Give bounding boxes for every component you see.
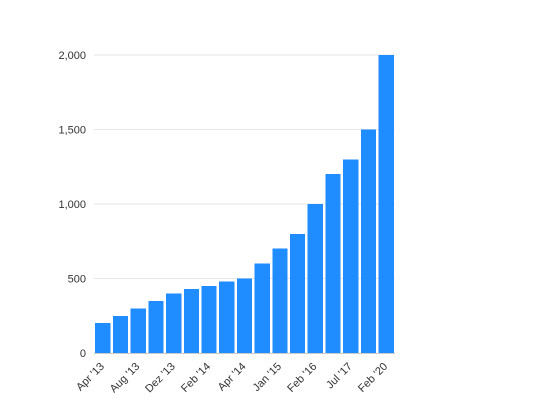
x-tick-label: Apr '14 — [216, 361, 249, 394]
x-axis-tick-labels: Apr '13 Aug '13 Dez '13 Feb '14 Apr '14 Jan '… — [74, 361, 390, 396]
bar — [325, 174, 341, 353]
bar — [183, 288, 199, 353]
x-tick-label: Jul '17 — [324, 361, 355, 392]
x-tick-label: Feb '20 — [356, 361, 390, 395]
x-tick-label: Aug '13 — [108, 361, 143, 396]
x-tick-label: Dez '13 — [143, 361, 178, 396]
bar — [219, 281, 235, 353]
y-tick-label: 1,500 — [58, 125, 86, 137]
bar — [290, 233, 306, 353]
bar — [236, 278, 253, 353]
y-tick-label: 0 — [80, 348, 86, 360]
x-tick-label: Jan '15 — [251, 361, 284, 394]
bar — [166, 293, 182, 353]
bar — [343, 159, 359, 353]
bar — [307, 204, 323, 353]
bar — [148, 300, 164, 353]
x-tick-label: Feb '14 — [179, 361, 213, 395]
y-axis-tick-labels: 0 500 1,000 1,500 2,000 — [58, 50, 86, 360]
x-tick-label: Apr '13 — [74, 361, 107, 394]
bars — [95, 55, 394, 353]
y-tick-label: 500 — [68, 274, 86, 286]
bar — [360, 129, 377, 353]
bar — [378, 55, 394, 353]
bar — [201, 285, 217, 353]
y-tick-label: 2,000 — [58, 50, 86, 62]
bar — [95, 323, 111, 353]
x-tick-label: Feb '16 — [285, 361, 319, 395]
bar — [112, 315, 129, 353]
bar — [272, 248, 288, 353]
bar — [130, 308, 146, 353]
bar — [254, 263, 270, 353]
y-tick-label: 1,000 — [58, 199, 86, 211]
